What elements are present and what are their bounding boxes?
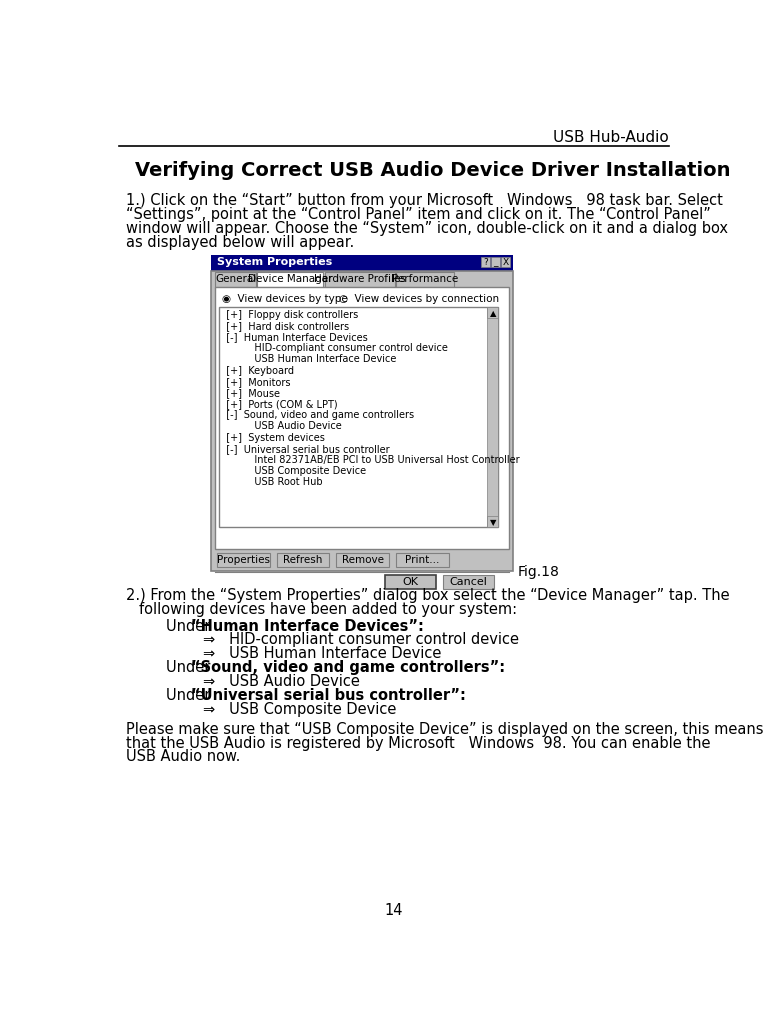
- Text: 1.) Click on the “Start” button from your Microsoft   Windows   98 task bar. Sel: 1.) Click on the “Start” button from you…: [125, 194, 722, 208]
- Bar: [487, 307, 498, 318]
- Text: following devices have been added to your system:: following devices have been added to you…: [138, 601, 517, 617]
- Text: Device Manager: Device Manager: [248, 274, 332, 285]
- Text: ?: ?: [483, 258, 488, 267]
- Text: Please make sure that “USB Composite Device” is displayed on the screen, this me: Please make sure that “USB Composite Dev…: [125, 721, 763, 737]
- Text: Under: Under: [166, 688, 215, 703]
- Bar: [218, 307, 498, 527]
- Bar: [443, 575, 494, 589]
- Bar: [215, 288, 509, 550]
- Text: Intel 82371AB/EB PCI to USB Universal Host Controller: Intel 82371AB/EB PCI to USB Universal Ho…: [220, 455, 520, 465]
- Text: [+]  System devices: [+] System devices: [220, 433, 325, 443]
- Bar: [217, 553, 270, 567]
- Bar: [211, 255, 513, 270]
- Text: USB Audio Device: USB Audio Device: [220, 421, 342, 432]
- Text: ▼: ▼: [490, 518, 496, 527]
- Text: [+]  Floppy disk controllers: [+] Floppy disk controllers: [220, 309, 358, 320]
- Bar: [385, 575, 435, 589]
- Text: “Settings”, point at the “Control Panel” item and click on it. The “Control Pane: “Settings”, point at the “Control Panel”…: [125, 207, 711, 223]
- Text: Under: Under: [166, 660, 215, 675]
- Text: USB Hub-Audio: USB Hub-Audio: [553, 130, 669, 145]
- Text: X: X: [503, 258, 509, 267]
- Bar: [487, 516, 498, 527]
- Text: window will appear. Choose the “System” icon, double-click on it and a dialog bo: window will appear. Choose the “System” …: [125, 221, 727, 236]
- Text: Performance: Performance: [392, 274, 458, 285]
- Text: “Human Interface Devices”:: “Human Interface Devices”:: [191, 619, 424, 633]
- Text: [-]  Human Interface Devices: [-] Human Interface Devices: [220, 332, 368, 343]
- Text: Properties: Properties: [217, 555, 270, 565]
- Bar: [258, 272, 323, 288]
- Bar: [211, 270, 513, 570]
- Text: [+]  Keyboard: [+] Keyboard: [220, 365, 294, 376]
- Bar: [336, 553, 389, 567]
- Text: 2.) From the “System Properties” dialog box select the “Device Manager” tap. The: 2.) From the “System Properties” dialog …: [125, 588, 729, 602]
- Text: _: _: [493, 258, 498, 267]
- Text: ◉  View devices by type: ◉ View devices by type: [221, 294, 348, 303]
- Bar: [501, 258, 510, 267]
- Text: Verifying Correct USB Audio Device Driver Installation: Verifying Correct USB Audio Device Drive…: [135, 161, 731, 180]
- Text: [+]  Monitors: [+] Monitors: [220, 377, 291, 387]
- Text: Remove: Remove: [341, 555, 384, 565]
- Text: General: General: [215, 274, 256, 285]
- Text: [+]  Hard disk controllers: [+] Hard disk controllers: [220, 321, 349, 331]
- Text: USB Audio now.: USB Audio now.: [125, 749, 240, 765]
- Text: System Properties: System Properties: [217, 257, 332, 267]
- Bar: [396, 553, 449, 567]
- Text: “Sound, video and game controllers”:: “Sound, video and game controllers”:: [191, 660, 505, 675]
- Text: [+]  Ports (COM & LPT): [+] Ports (COM & LPT): [220, 400, 338, 409]
- Text: Refresh: Refresh: [283, 555, 323, 565]
- Text: USB Root Hub: USB Root Hub: [220, 477, 323, 487]
- Text: 14: 14: [384, 904, 403, 918]
- Bar: [215, 272, 256, 288]
- Text: Print...: Print...: [405, 555, 440, 565]
- Text: Cancel: Cancel: [449, 576, 487, 587]
- Text: [-]  Sound, video and game controllers: [-] Sound, video and game controllers: [220, 410, 414, 420]
- Text: Under: Under: [166, 619, 215, 633]
- Bar: [277, 553, 329, 567]
- Text: OK: OK: [402, 576, 418, 587]
- Text: Hardware Profiles: Hardware Profiles: [314, 274, 405, 285]
- Text: ⇒   HID-compliant consumer control device: ⇒ HID-compliant consumer control device: [203, 632, 519, 648]
- Bar: [491, 258, 500, 267]
- Bar: [325, 272, 394, 288]
- Text: USB Composite Device: USB Composite Device: [220, 466, 366, 476]
- Text: HID-compliant consumer control device: HID-compliant consumer control device: [220, 344, 448, 353]
- Text: ▲: ▲: [490, 309, 496, 318]
- Text: ⇒   USB Audio Device: ⇒ USB Audio Device: [203, 674, 360, 689]
- Bar: [396, 272, 454, 288]
- Text: that the USB Audio is registered by Microsoft   Windows  98. You can enable the: that the USB Audio is registered by Micr…: [125, 736, 710, 750]
- Bar: [481, 258, 490, 267]
- Text: ○  View devices by connection: ○ View devices by connection: [338, 294, 499, 303]
- Text: ⇒   USB Human Interface Device: ⇒ USB Human Interface Device: [203, 646, 441, 661]
- Text: USB Human Interface Device: USB Human Interface Device: [220, 354, 397, 364]
- Text: ⇒   USB Composite Device: ⇒ USB Composite Device: [203, 702, 397, 716]
- Text: as displayed below will appear.: as displayed below will appear.: [125, 235, 354, 250]
- Text: Fig.18: Fig.18: [518, 565, 560, 579]
- Text: “Universal serial bus controller”:: “Universal serial bus controller”:: [191, 688, 466, 703]
- Text: [-]  Universal serial bus controller: [-] Universal serial bus controller: [220, 444, 390, 453]
- Text: [+]  Mouse: [+] Mouse: [220, 388, 280, 397]
- Bar: [487, 307, 498, 527]
